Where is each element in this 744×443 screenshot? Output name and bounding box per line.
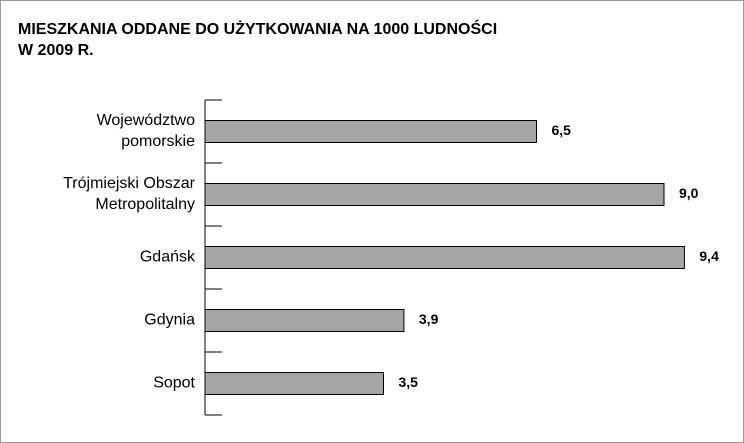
chart-title: MIESZKANIA ODDANE DO UŻYTKOWANIA NA 1000… [18,19,497,38]
bar [204,246,685,269]
bar [204,120,537,143]
data-label: 9,4 [699,248,719,264]
y-tick-label: pomorskie [121,133,195,150]
bar [204,372,384,395]
data-label: 9,0 [679,185,699,201]
data-label: 3,5 [399,374,419,390]
y-tick-label: Województwo [97,112,196,129]
bar [204,183,665,206]
data-label: 3,9 [419,311,439,327]
y-tick-label: Trójmiejski Obszar [63,175,196,192]
y-tick-label: Metropolitalny [95,196,195,213]
data-label: 6,5 [552,122,572,138]
y-tick-label: Gdańsk [140,249,196,266]
y-tick-label: Gdynia [144,312,195,329]
chart-title: W 2009 R. [18,42,94,59]
y-tick-label: Sopot [153,375,195,392]
bar [204,309,405,332]
